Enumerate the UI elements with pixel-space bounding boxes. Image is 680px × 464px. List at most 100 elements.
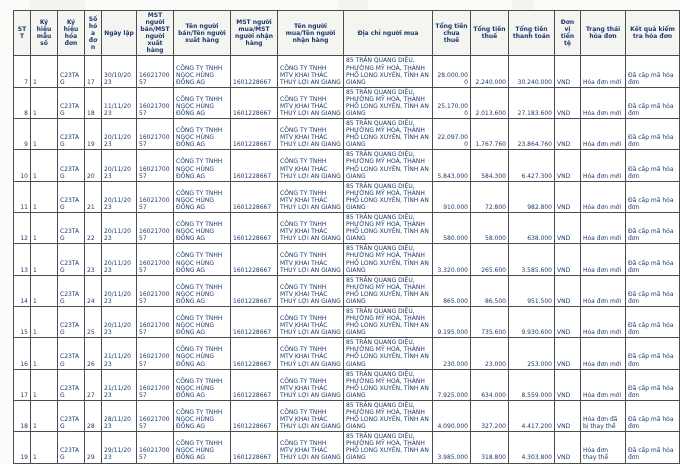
cell-form-symbol: 1 [30,243,58,276]
cell-issue-date: 29/11/2023 [101,431,137,464]
cell-invoice-number: 25 [84,305,102,339]
cell-seller-name: CÔNG TY TNHH NGỌC HÙNG ĐỒNG AG [173,399,231,433]
table-header: STT Ký hiệu mẫu số Ký hiệu hóa đơn Số hó… [13,9,680,57]
cell-buyer-name: CÔNG TY TNHH MTV KHAI THÁC THUỶ LỢI AN G… [277,118,344,151]
cell-seller-name: CÔNG TY TNHH NGỌC HÙNG ĐỒNG AG [173,368,231,401]
cell-buyer-tax-code: 1601228667 [230,431,278,464]
cell-total-amount: 6.427.300 [508,149,555,182]
cell-amount-before-tax: 25.170.000 [432,86,471,120]
cell-check-result: Đã cấp mã hóa đơn [625,212,680,245]
cell-invoice-symbol: C23TAG [57,55,85,88]
cell-amount-before-tax: 7.925.000 [432,368,471,401]
cell-invoice-symbol: C23TAG [57,86,85,120]
cell-check-result: Đã cấp mã hóa đơn [625,337,680,370]
col-header-tax-amount: Tổng tiền thuế [470,9,509,57]
cell-seller-name: CÔNG TY TNHH NGỌC HÙNG ĐỒNG AG [173,212,231,245]
cell-seller-tax-code: 1602170057 [136,431,174,464]
cell-invoice-number: 17 [84,55,102,88]
cell-invoice-number: 20 [84,149,102,182]
cell-form-symbol: 1 [30,337,58,370]
cell-form-symbol: 1 [30,118,58,151]
cell-invoice-symbol: C23TAG [57,431,85,464]
cell-check-result: Đã cấp mã hóa đơn [625,431,680,464]
table-row: 15 1 C23TAG 25 20/11/2023 1602170057 CÔNG TY T… [13,305,680,339]
cell-stt: 12 [13,212,31,245]
cell-tax-amount: 634.000 [470,368,509,401]
cell-buyer-tax-code: 1601228667 [230,180,278,214]
cell-check-result: Đã cấp mã hóa đơn [625,368,680,401]
cell-seller-name: CÔNG TY TNHH NGỌC HÙNG ĐỒNG AG [173,243,231,276]
cell-stt: 8 [13,86,31,120]
cell-buyer-name: CÔNG TY TNHH MTV KHAI THÁC THUỶ LỢI AN G… [277,86,344,120]
cell-invoice-status: Hóa đơn thay thế [580,431,626,464]
cell-seller-tax-code: 1602170057 [136,274,174,307]
header-row: STT Ký hiệu mẫu số Ký hiệu hóa đơn Số hó… [13,9,680,57]
cell-seller-name: CÔNG TY TNHH NGỌC HÙNG ĐỒNG AG [173,55,231,88]
cell-invoice-status: Hóa đơn mới [580,55,626,88]
cell-tax-amount: 318.800 [470,431,509,464]
cell-check-result: Đã cấp mã hóa đơn [625,149,680,182]
cell-amount-before-tax: 3.985.000 [432,431,471,464]
cell-stt: 14 [13,274,31,307]
cell-invoice-symbol: C23TAG [57,368,85,401]
cell-amount-before-tax: 9.195.000 [432,305,471,339]
col-header-currency: Đơn vị tiền tệ [554,9,581,57]
cell-buyer-tax-code: 1601228667 [230,305,278,339]
table-row: 10 1 C23TAG 20 20/11/2023 1602170057 CÔNG TY T… [13,149,680,182]
cell-form-symbol: 1 [30,274,58,307]
col-header-buyer-name: Tên người mua/Tên người nhận hàng [277,9,344,57]
cell-issue-date: 20/11/2023 [101,149,137,182]
cell-amount-before-tax: 22.097.000 [432,118,471,151]
cell-buyer-tax-code: 1601228667 [230,337,278,370]
cell-buyer-tax-code: 1601228667 [230,212,278,245]
cell-invoice-status: Hóa đơn mới [580,149,626,182]
cell-buyer-address: 85 TRẦN QUANG DIỆU, PHƯỜNG MỸ HOÀ, THÀNH… [343,212,433,245]
col-header-invoice-symbol: Ký hiệu hóa đơn [57,9,85,57]
cell-seller-name: CÔNG TY TNHH NGỌC HÙNG ĐỒNG AG [173,305,231,339]
cell-form-symbol: 1 [30,86,58,120]
cell-tax-amount: 2.240.000 [470,55,509,88]
cell-buyer-name: CÔNG TY TNHH MTV KHAI THÁC THUỶ LỢI AN G… [277,399,344,433]
cell-amount-before-tax: 3.320.000 [432,243,471,276]
cell-buyer-tax-code: 1601228667 [230,274,278,307]
cell-tax-amount: 2.013.600 [470,86,509,120]
cell-invoice-status: Hóa đơn mới [580,305,626,339]
cell-issue-date: 20/11/2023 [101,212,137,245]
cell-tax-amount: 735.600 [470,305,509,339]
cell-invoice-symbol: C23TAG [57,274,85,307]
cell-invoice-symbol: C23TAG [57,149,85,182]
cell-invoice-status: Hóa đơn đã bị thay thế [580,399,626,433]
cell-total-amount: 23.864.760 [508,118,555,151]
cell-total-amount: 4.417.200 [508,399,555,433]
cell-tax-amount: 72.800 [470,180,509,214]
cell-buyer-name: CÔNG TY TNHH MTV KHAI THÁC THUỶ LỢI AN G… [277,180,344,214]
invoice-table-body: 7 1 C23TAG 17 30/10/2023 1602170057 CÔNG TY TN… [13,55,680,464]
cell-invoice-symbol: C23TAG [57,399,85,433]
cell-invoice-status: Hóa đơn mới [580,243,626,276]
cell-seller-name: CÔNG TY TNHH NGỌC HÙNG ĐỒNG AG [173,337,231,370]
table-row: 13 1 C23TAG 23 20/11/2023 1602170057 CÔNG TY T… [13,243,680,276]
col-header-stt: STT [13,9,31,57]
cell-issue-date: 21/11/2023 [101,337,137,370]
col-header-check-result: Kết quả kiểm tra hóa đơn [625,9,680,57]
col-header-seller-tax-code: MST người bán/MST người xuất hàng [136,9,174,57]
cell-check-result: Đã cấp mã hóa đơn [625,243,680,276]
cell-currency: VND [554,180,581,214]
cell-issue-date: 20/11/2023 [101,243,137,276]
cell-buyer-address: 85 TRẦN QUANG DIỆU, PHƯỜNG MỸ HOÀ, THÀNH… [343,337,433,370]
cell-currency: VND [554,337,581,370]
table-row: 17 1 C23TAG 27 21/11/2023 1602170057 CÔNG TY T… [13,368,680,401]
cell-buyer-name: CÔNG TY TNHH MTV KHAI THÁC THUỶ LỢI AN G… [277,337,344,370]
table-row: 11 1 C23TAG 21 20/11/2023 1602170057 CÔNG TY T… [13,180,680,214]
cell-buyer-name: CÔNG TY TNHH MTV KHAI THÁC THUỶ LỢI AN G… [277,305,344,339]
cell-buyer-address: 85 TRẦN QUANG DIỆU, PHƯỜNG MỸ HOÀ, THÀNH… [343,149,433,182]
col-header-total-amount: Tổng tiền thanh toán [508,9,555,57]
cell-buyer-tax-code: 1601228667 [230,149,278,182]
cell-issue-date: 11/11/2023 [101,86,137,120]
table-row: 14 1 C23TAG 24 20/11/2023 1602170057 CÔNG TY T… [13,274,680,307]
cell-issue-date: 28/11/2023 [101,399,137,433]
cell-total-amount: 3.585.600 [508,243,555,276]
cell-seller-tax-code: 1602170057 [136,399,174,433]
cell-buyer-address: 85 TRẦN QUANG DIỆU, PHƯỜNG MỸ HOÀ, THÀNH… [343,55,433,88]
cell-form-symbol: 1 [30,305,58,339]
